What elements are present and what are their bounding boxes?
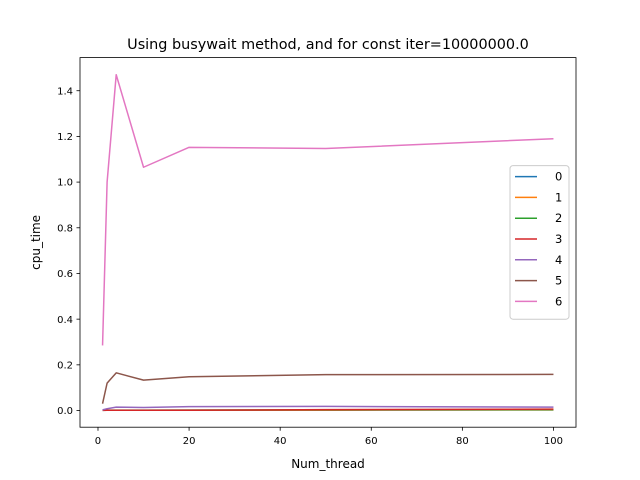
legend-label-2: 2: [555, 211, 562, 225]
series-line-6: [101, 73, 554, 346]
y-axis-label: cpu_time: [29, 215, 43, 270]
y-tick-label: 0.4: [57, 315, 73, 326]
legend-label-4: 4: [555, 253, 562, 267]
x-tick-label: 100: [544, 436, 563, 447]
y-tick-label: 1.4: [57, 86, 73, 97]
chart-title: Using busywait method, and for const ite…: [127, 37, 529, 53]
y-tick-label: 0.6: [57, 269, 73, 280]
x-tick-label: 60: [365, 436, 378, 447]
y-axis-ticks: 0.0 0.2 0.4 0.6 0.8 1.0 1.2 1.4: [57, 86, 80, 417]
y-tick-label: 0.8: [57, 223, 73, 234]
y-tick-label: 0.2: [57, 360, 73, 371]
plot-lines: [101, 73, 554, 412]
legend-label-5: 5: [555, 274, 562, 288]
series-line-3: [102, 408, 554, 412]
series-line-4: [102, 405, 554, 411]
x-tick-label: 40: [274, 436, 287, 447]
x-tick-label: 20: [183, 436, 196, 447]
x-tick-label: 0: [95, 436, 101, 447]
y-tick-label: 1.2: [57, 132, 73, 143]
x-axis-ticks: 0 20 40 60 80 100: [95, 427, 563, 447]
legend-label-0: 0: [555, 170, 562, 184]
plot-frame: [79, 57, 577, 428]
y-tick-label: 1.0: [57, 178, 73, 189]
series-line-5: [101, 372, 554, 404]
y-tick-label: 0.0: [57, 406, 73, 417]
legend: 0 1 2 3 4 5 6: [509, 165, 570, 320]
legend-label-6: 6: [555, 294, 562, 308]
x-tick-label: 80: [456, 436, 469, 447]
x-axis-label: Num_thread: [291, 457, 365, 471]
legend-label-1: 1: [555, 190, 562, 204]
legend-label-3: 3: [555, 232, 562, 246]
